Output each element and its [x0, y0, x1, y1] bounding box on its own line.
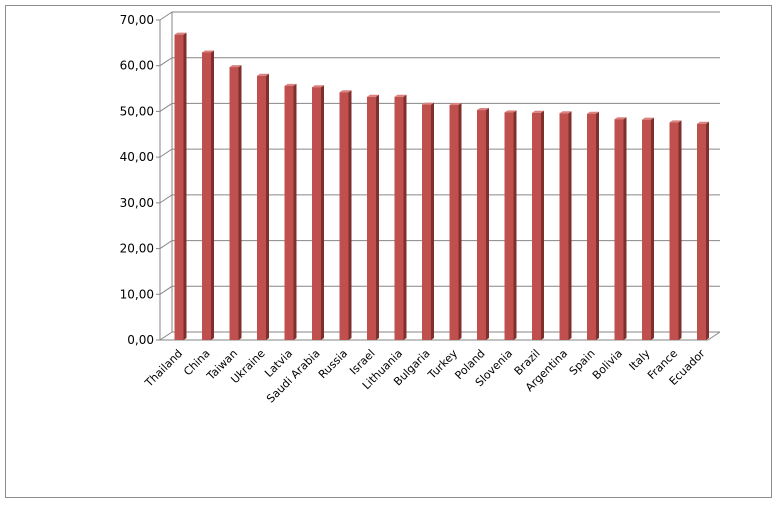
gridlines — [159, 11, 721, 341]
bar — [312, 85, 324, 340]
x-tick-label: Thailand — [142, 347, 185, 390]
y-tick-label: 50,00 — [120, 104, 154, 118]
bar — [559, 111, 572, 340]
y-tick-label: 20,00 — [120, 242, 154, 256]
gridline — [159, 102, 720, 112]
bar — [449, 103, 462, 341]
bar — [257, 73, 269, 341]
bar — [587, 111, 599, 340]
y-tick-label: 10,00 — [120, 287, 154, 301]
y-tick-label: 40,00 — [120, 150, 154, 164]
x-tick-label: Bolivia — [590, 347, 625, 382]
bar — [339, 90, 352, 340]
bar — [284, 83, 297, 340]
bar — [477, 108, 489, 340]
floor-right-edge — [707, 331, 721, 341]
bar — [202, 50, 214, 340]
gridline — [159, 11, 720, 21]
gridline — [159, 240, 720, 249]
bar — [697, 121, 709, 341]
bar — [669, 120, 682, 341]
x-tick-label: Russia — [316, 347, 350, 381]
y-tick-label: 30,00 — [120, 196, 154, 210]
bar — [642, 117, 654, 341]
bar — [532, 110, 544, 340]
bar — [229, 65, 242, 340]
bar — [614, 117, 627, 340]
y-axis-ticks: 0,00 10,00 20,00 30,00 40,00 50,00 60,00 70,00 — [120, 13, 160, 347]
gridline — [159, 331, 720, 341]
y-tick-label: 70,00 — [120, 13, 154, 27]
y-tick-label: 60,00 — [120, 59, 154, 73]
gridline — [159, 148, 720, 158]
gridline — [159, 57, 720, 67]
bar — [367, 94, 379, 340]
gridline — [159, 194, 720, 204]
gridline — [159, 285, 720, 295]
bar — [422, 102, 434, 340]
bar — [504, 110, 517, 340]
bar — [174, 32, 187, 340]
bar — [394, 94, 407, 340]
bars — [174, 32, 709, 341]
y-tick-label: 0,00 — [127, 333, 154, 347]
